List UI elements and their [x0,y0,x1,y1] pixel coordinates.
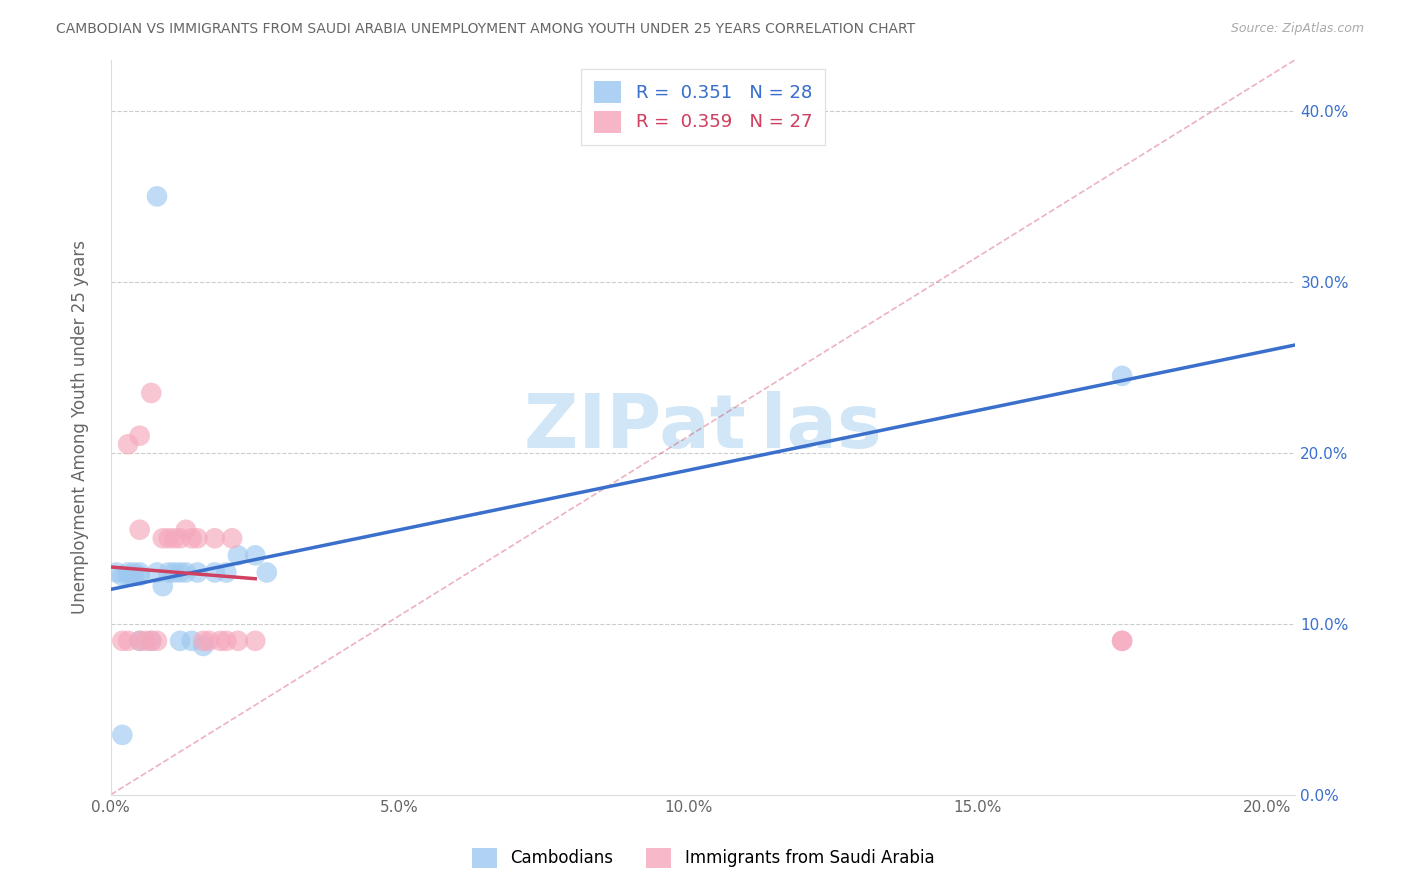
Point [128,633,150,648]
Text: Source: ZipAtlas.com: Source: ZipAtlas.com [1230,22,1364,36]
Point [134,633,156,648]
Point [245,633,267,648]
Point [256,566,278,580]
Point [226,633,249,648]
Text: CAMBODIAN VS IMMIGRANTS FROM SAUDI ARABIA UNEMPLOYMENT AMONG YOUTH UNDER 25 YEAR: CAMBODIAN VS IMMIGRANTS FROM SAUDI ARABI… [56,22,915,37]
Point [226,549,249,563]
Point [146,189,169,203]
Point [215,633,238,648]
Point [245,549,267,563]
Point [157,531,180,545]
Point [169,566,191,580]
Point [204,566,226,580]
Point [141,633,163,648]
Point [117,566,139,580]
Point [193,639,215,653]
Y-axis label: Unemployment Among Youth under 25 years: Unemployment Among Youth under 25 years [72,240,89,615]
Point [186,566,208,580]
Point [198,633,221,648]
Point [152,579,174,593]
Point [146,633,169,648]
Point [117,633,139,648]
Point [111,633,134,648]
Point [169,633,191,648]
Point [128,523,150,537]
Legend: R =  0.351   N = 28, R =  0.359   N = 27: R = 0.351 N = 28, R = 0.359 N = 27 [582,69,825,145]
Point [111,728,134,742]
Point [180,531,202,545]
Point [163,531,186,545]
Point [180,633,202,648]
Point [117,437,139,451]
Point [122,569,145,583]
Point [141,386,163,401]
Point [146,566,169,580]
Point [105,566,128,580]
Point [204,531,226,545]
Point [1111,368,1133,383]
Point [128,428,150,442]
Point [221,531,243,545]
Text: ZIPat las: ZIPat las [524,391,882,464]
Point [1111,633,1133,648]
Point [117,569,139,583]
Point [128,569,150,583]
Legend: Cambodians, Immigrants from Saudi Arabia: Cambodians, Immigrants from Saudi Arabia [465,841,941,875]
Point [157,566,180,580]
Point [209,633,232,648]
Point [111,569,134,583]
Point [169,531,191,545]
Point [215,566,238,580]
Point [152,531,174,545]
Point [1111,633,1133,648]
Point [193,633,215,648]
Point [174,566,197,580]
Point [186,531,208,545]
Point [128,633,150,648]
Point [128,566,150,580]
Point [122,566,145,580]
Point [174,523,197,537]
Point [141,633,163,648]
Point [163,566,186,580]
